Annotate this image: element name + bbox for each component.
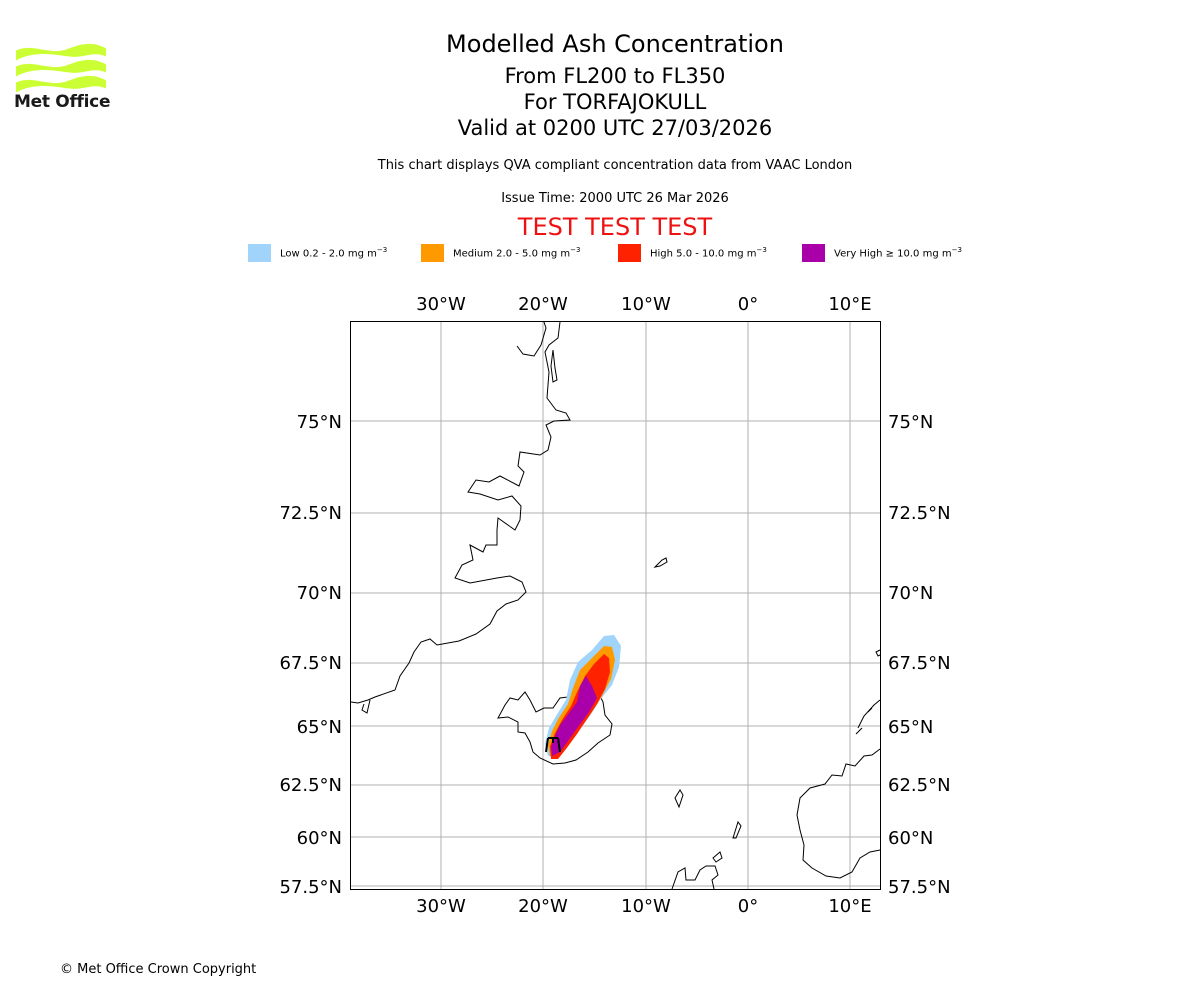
lat-label: 60°N	[888, 828, 933, 849]
flight-levels: From FL200 to FL350	[504, 64, 726, 88]
lat-label: 62.5°N	[279, 775, 342, 796]
volcano-icon	[545, 737, 561, 753]
scotland-coast	[671, 865, 719, 890]
lon-label: 0°	[738, 294, 758, 315]
lat-label: 70°N	[888, 583, 933, 604]
lon-labels-bottom: 30°W 20°W 10°W 0° 10°E	[416, 896, 871, 917]
lon-labels-top: 30°W 20°W 10°W 0° 10°E	[416, 294, 871, 315]
lat-label: 57.5°N	[279, 877, 342, 898]
faroe-islands	[674, 789, 684, 809]
issue-time: Issue Time: 2000 UTC 26 Mar 2026	[501, 191, 729, 206]
legend-item-medium: Medium 2.0 - 5.0 mg m−3	[421, 244, 580, 262]
ash-very-high-area	[551, 676, 597, 756]
lon-label: 30°W	[416, 896, 466, 917]
brand-name: Met Office	[14, 92, 111, 112]
greenland-coast	[350, 321, 571, 704]
lat-label: 75°N	[297, 412, 342, 433]
legend-item-low: Low 0.2 - 2.0 mg m−3	[248, 244, 387, 262]
greenland-island	[550, 349, 558, 383]
legend-swatch-low	[248, 244, 271, 262]
lat-label: 57.5°N	[888, 877, 951, 898]
lat-label: 67.5°N	[279, 653, 342, 674]
iceland-coast	[497, 689, 613, 765]
lat-label: 70°N	[297, 583, 342, 604]
lat-label: 72.5°N	[279, 503, 342, 524]
coastlines	[350, 321, 881, 890]
legend-swatch-very-high	[802, 244, 825, 262]
lon-label: 0°	[738, 896, 758, 917]
orkney	[712, 851, 723, 863]
lon-label: 10°W	[621, 896, 671, 917]
jan-mayen	[653, 557, 668, 568]
lon-label: 10°E	[828, 896, 871, 917]
lat-label: 67.5°N	[888, 653, 951, 674]
lat-label: 65°N	[297, 717, 342, 738]
norway-coast	[796, 748, 881, 879]
gridlines	[351, 322, 880, 889]
lat-label: 60°N	[297, 828, 342, 849]
shetland	[732, 820, 742, 839]
chart-title: Modelled Ash Concentration	[446, 30, 784, 58]
lat-label: 72.5°N	[888, 503, 951, 524]
lat-label: 62.5°N	[888, 775, 951, 796]
lon-label: 10°W	[621, 294, 671, 315]
valid-time: Valid at 0200 UTC 27/03/2026	[457, 116, 773, 140]
norway-north	[875, 649, 881, 657]
lon-label: 30°W	[416, 294, 466, 315]
test-banner: TEST TEST TEST	[517, 213, 713, 241]
map-frame	[350, 321, 881, 890]
copyright: © Met Office Crown Copyright	[60, 962, 257, 977]
legend-swatch-high	[618, 244, 641, 262]
greenland-inner-coast	[516, 321, 547, 357]
volcano-name: For TORFAJOKULL	[523, 90, 707, 114]
lon-label: 10°E	[828, 294, 871, 315]
lon-label: 20°W	[518, 896, 568, 917]
ash-plume	[545, 635, 621, 759]
greenland-fjord	[361, 699, 371, 714]
lon-label: 20°W	[518, 294, 568, 315]
legend-item-very-high: Very High ≥ 10.0 mg m−3	[802, 244, 962, 262]
lat-labels-left: 75°N 72.5°N 70°N 67.5°N 65°N 62.5°N 60°N…	[279, 412, 342, 898]
chart-description: This chart displays QVA compliant concen…	[377, 158, 853, 173]
lat-label: 65°N	[888, 717, 933, 738]
legend-item-high: High 5.0 - 10.0 mg m−3	[618, 244, 767, 262]
lat-labels-right: 75°N 72.5°N 70°N 67.5°N 65°N 62.5°N 60°N…	[888, 412, 951, 898]
legend-swatch-medium	[421, 244, 444, 262]
norway-islands	[855, 699, 881, 735]
lat-label: 75°N	[888, 412, 933, 433]
met-office-logo-icon	[16, 43, 106, 93]
